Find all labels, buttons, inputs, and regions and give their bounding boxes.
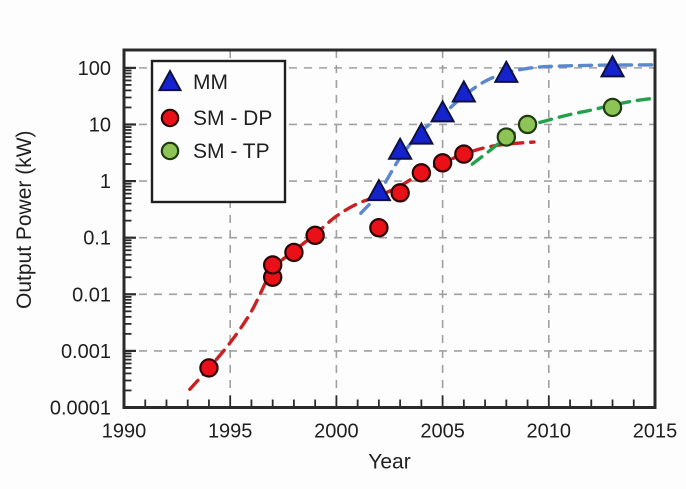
legend-label-sm-dp: SM - DP	[193, 107, 272, 130]
sm-dp-point-2004	[411, 163, 432, 183]
y-tick-label-1: 1	[100, 171, 111, 193]
sm-tp-point-2009	[517, 114, 538, 135]
sm-tp-point-2013	[602, 97, 623, 118]
mm-point-2002	[366, 178, 392, 202]
mm-points	[366, 54, 626, 202]
sm-dp-point-2005	[432, 153, 453, 173]
mm-point-2013	[599, 54, 626, 78]
sm-dp-point-1998	[284, 242, 304, 263]
sm-tp-point-2008	[496, 127, 517, 147]
y-tick-labels: 100 10 1 0.1 0.01 0.001 0.0001	[50, 58, 111, 420]
sm-dp-point-2002	[369, 218, 389, 238]
sm-dp-point-2006	[454, 144, 474, 164]
legend-box	[150, 59, 287, 204]
x-tick-label-2005: 2005	[420, 421, 465, 443]
sm-dp-trend-line	[188, 140, 536, 391]
y-tick-label-0.0001: 0.0001	[50, 398, 111, 420]
x-tick-label-2000: 2000	[314, 421, 359, 443]
gridlines	[124, 50, 655, 408]
sm-tp-points	[496, 97, 623, 147]
y-tick-label-0.1: 0.1	[83, 228, 111, 250]
sm-dp-point-1999	[305, 225, 325, 246]
legend-label-mm: MM	[193, 71, 228, 94]
sm-dp-points	[199, 144, 474, 378]
y-tick-label-0.001: 0.001	[61, 341, 111, 363]
mm-point-2008	[493, 59, 520, 83]
x-tick-label-2015: 2015	[633, 421, 678, 443]
sm-tp-trend-line	[470, 96, 655, 166]
y-tick-label-10: 10	[89, 114, 111, 136]
y-tick-label-100: 100	[78, 58, 111, 80]
legend-marker-sm-dp	[160, 108, 180, 128]
legend-marker-mm	[157, 68, 183, 92]
mm-point-2006	[451, 79, 477, 103]
sm-dp-point-1997	[262, 255, 283, 275]
mm-point-2005	[429, 99, 456, 123]
plot-border	[122, 48, 657, 409]
x-tick-label-1995: 1995	[208, 421, 253, 443]
mm-point-2004	[408, 121, 435, 145]
x-tick-labels: 1990 1995 2000 2005 2010 2015	[102, 421, 678, 443]
x-tick-label-2010: 2010	[527, 421, 572, 443]
y-axis-title: Output Power (kW)	[13, 130, 36, 309]
x-axis-title: Year	[368, 451, 410, 474]
sm-dp-point-1994	[199, 358, 219, 378]
sm-dp-point-2003	[390, 183, 410, 203]
legend: MM SM - DP SM - TP	[150, 59, 287, 204]
legend-label-sm-tp: SM - TP	[193, 140, 270, 163]
y-tick-label-0.01: 0.01	[72, 284, 111, 306]
x-tick-label-1990: 1990	[102, 421, 147, 443]
legend-marker-sm-tp	[160, 141, 180, 161]
mm-point-2003	[387, 136, 413, 160]
